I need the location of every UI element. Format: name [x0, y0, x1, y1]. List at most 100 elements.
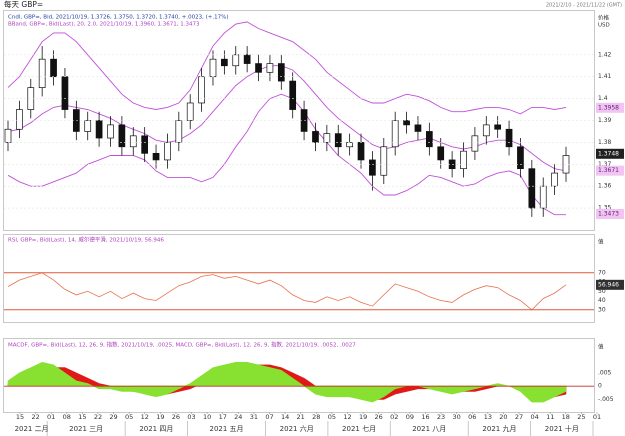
candle-body [152, 153, 160, 161]
y-tick-label: 1.35 [598, 205, 612, 212]
x-tick-label: 16 [421, 413, 429, 421]
x-tick-label: 22 [31, 413, 39, 421]
price-tag [596, 165, 624, 176]
x-tick-label: 18 [562, 413, 570, 421]
candle-body [323, 133, 331, 143]
candle-body [277, 63, 285, 82]
panel-plot [7, 272, 567, 311]
candle-body [221, 58, 228, 67]
x-tick-label: 30 [453, 413, 461, 421]
month-label: 2021 十月 [545, 424, 579, 433]
x-tick-label: 09 [406, 413, 414, 421]
y-tick-label: 50 [598, 288, 606, 295]
x-tick-label: 25 [577, 413, 585, 421]
price-tag-label: 1.3748 [598, 150, 619, 157]
y-tick-label: 1.39 [598, 117, 612, 124]
candle-body [357, 142, 365, 161]
candle-body [539, 185, 547, 209]
x-tick-label: 17 [219, 413, 227, 421]
x-tick-label: 07 [265, 413, 273, 421]
candle-body [528, 168, 536, 209]
price-tag [596, 102, 624, 113]
candle-body [84, 120, 92, 132]
x-tick-label: 13 [484, 413, 492, 421]
axis-label: 价格 [598, 14, 610, 22]
candle-body [107, 124, 114, 139]
axis-label: 值 [598, 343, 604, 351]
x-tick-label: 11 [546, 413, 554, 421]
candle-body [414, 124, 422, 132]
x-tick-label: 05 [125, 413, 133, 421]
x-tick-label: 20 [499, 413, 507, 421]
candle-body [129, 135, 137, 148]
legend-entry: RSI, GBP=, Bid(Last), 14, 威尔德平滑, 2021/10… [8, 236, 164, 244]
x-tick-label: 22 [94, 413, 102, 421]
candle-body [186, 102, 194, 121]
x-tick-label: 04 [530, 413, 538, 421]
x-tick-label: 01 [47, 413, 55, 421]
candle-body [505, 128, 513, 148]
candle-body [380, 146, 388, 176]
candle-body [369, 159, 376, 176]
x-tick-label: 12 [343, 413, 351, 421]
x-tick-label: 28 [312, 413, 320, 421]
candle-body [50, 58, 57, 78]
x-tick-label: 24 [234, 413, 242, 421]
y-tick-label: 0 [598, 383, 602, 390]
candle-body [141, 135, 149, 154]
x-tick-label: 12 [141, 413, 149, 421]
x-tick-label: 19 [156, 413, 164, 421]
x-tick-label: 03 [187, 413, 195, 421]
candle-body [209, 58, 217, 78]
price-tag-label: 1.3473 [598, 211, 619, 218]
x-tick-label: 08 [63, 413, 71, 421]
x-tick-label: 27 [515, 413, 523, 421]
axis-label: 值 [598, 238, 604, 246]
candle-body [346, 142, 353, 148]
y-tick-label: 40 [598, 297, 606, 304]
legend-entry: MACDF, GBP=, Bid(Last), 12, 26, 9, 指数, 2… [8, 341, 356, 349]
candle-body [482, 124, 490, 137]
y-tick-label: 1.36 [598, 183, 612, 190]
x-tick-label: 06 [468, 413, 476, 421]
legend-entry: BBand, GBP=, Bid(Last), 20, 2.0, 2021/10… [8, 22, 200, 28]
y-tick-label: 1.41 [598, 73, 612, 80]
candle-body [232, 54, 240, 67]
candle-body [16, 109, 23, 130]
price-tag-label: 1.3671 [598, 167, 619, 174]
month-label: 2021 九月 [482, 424, 516, 433]
x-tick-label: 31 [250, 413, 258, 421]
candle-body [517, 146, 524, 170]
candle-body [266, 63, 274, 73]
candle-body [551, 172, 558, 187]
candle-body [164, 142, 171, 161]
candle-body [61, 76, 69, 110]
price-panel [3, 10, 595, 231]
y-tick-label: 30 [598, 306, 606, 313]
y-tick-label: -.005 [598, 396, 614, 403]
price-tag-label: 1.3958 [598, 104, 619, 111]
panel-plot [4, 21, 570, 217]
x-tick-label: 19 [359, 413, 367, 421]
x-tick-label: 23 [437, 413, 445, 421]
chart-title: 每天 GBP= [4, 0, 43, 9]
candle-body [118, 124, 126, 148]
candle-body [312, 131, 319, 143]
candle-body [198, 76, 205, 104]
band-line [7, 21, 567, 115]
month-label: 2021 二月 [15, 425, 49, 433]
month-label: 2021 三月 [69, 425, 103, 433]
macd-panel [3, 338, 595, 413]
rsi-line [7, 272, 567, 311]
value-tag-label: 56.946 [598, 281, 619, 288]
candle-body [494, 124, 502, 130]
x-tick-label: 05 [328, 413, 336, 421]
x-tick-label: 14 [281, 413, 289, 421]
candle-body [255, 63, 262, 73]
y-tick-label: 1.38 [598, 139, 612, 146]
y-tick-label: 1.42 [598, 51, 612, 58]
x-tick-label: 02 [390, 413, 398, 421]
candle-body [334, 133, 342, 148]
month-label: 2021 八月 [412, 425, 446, 433]
